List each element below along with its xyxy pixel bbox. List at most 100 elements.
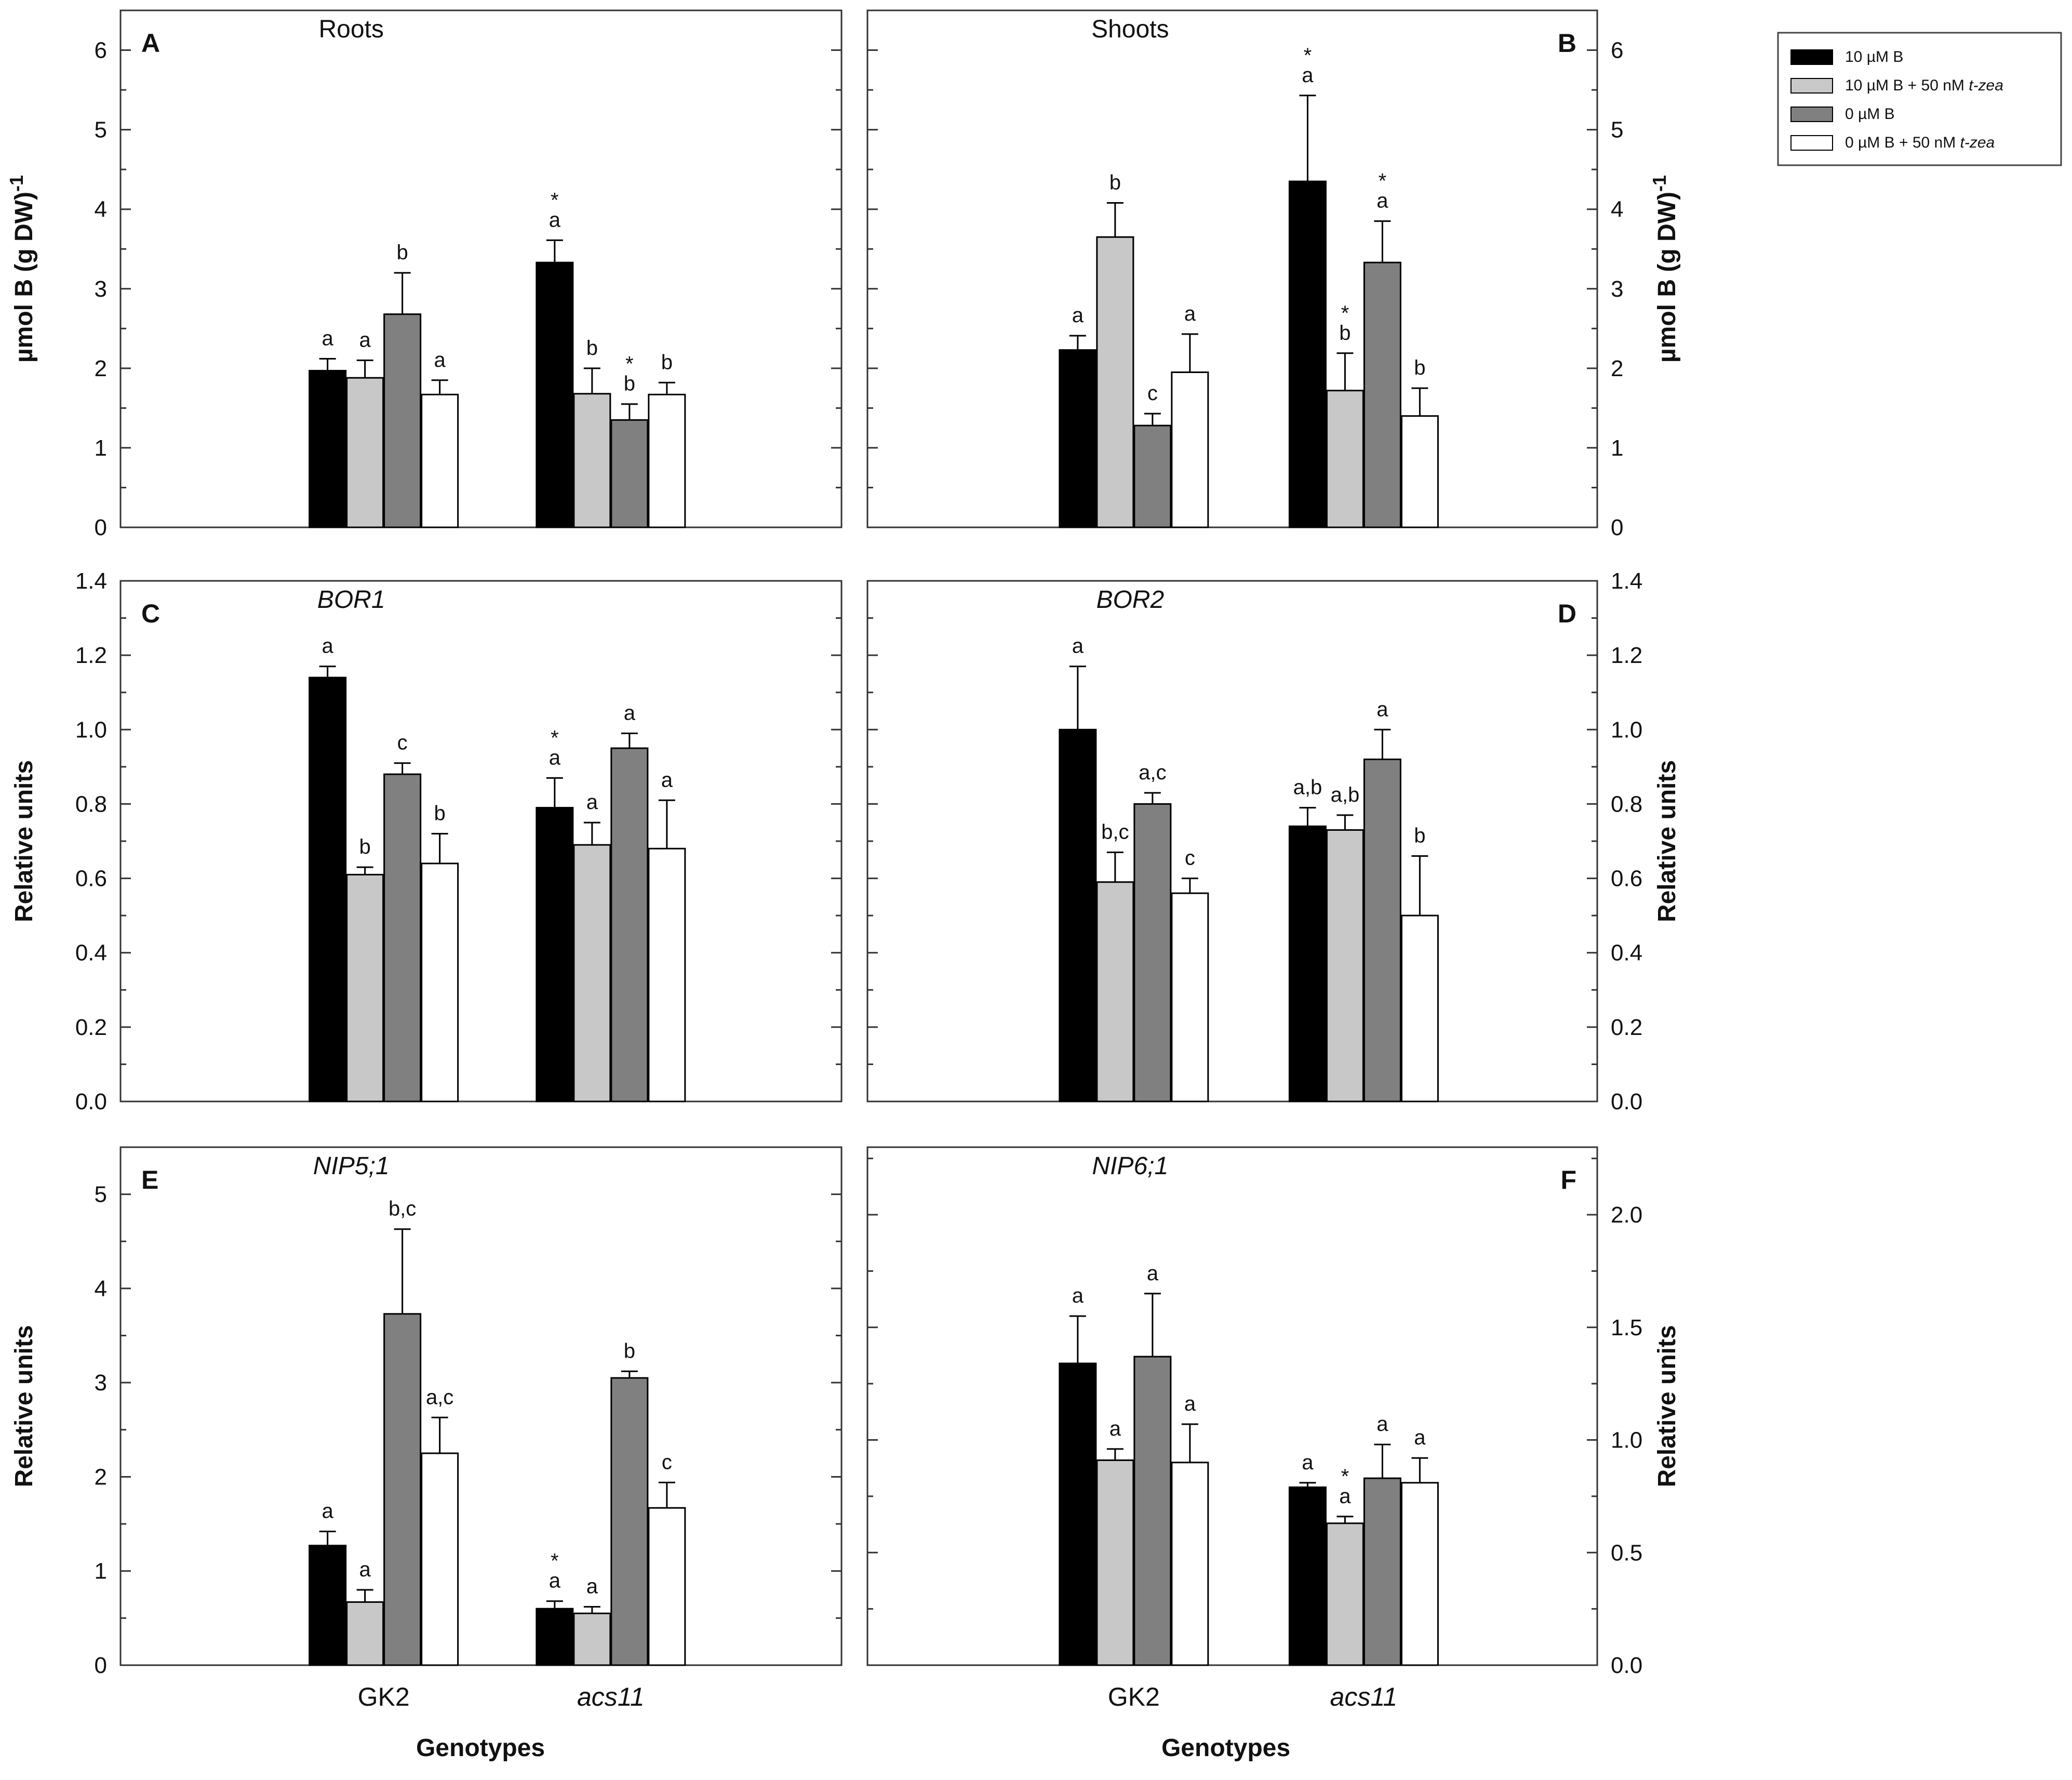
- significance-star: *: [551, 1550, 559, 1573]
- significance-label: a: [549, 208, 561, 231]
- bar-acs11-10-m-b-50-nm-t-zea: [573, 1612, 611, 1666]
- significance-star: *: [1341, 1465, 1349, 1488]
- significance-label: a: [1339, 1485, 1351, 1508]
- y-tick-label: 0.8: [1611, 791, 1642, 817]
- panel-title: BOR2: [1096, 586, 1164, 614]
- significance-label: b: [1109, 171, 1121, 194]
- significance-label: a,c: [1139, 761, 1166, 784]
- significance-label: c: [1147, 382, 1158, 405]
- y-tick-label: 5: [95, 1182, 107, 1207]
- significance-label: a: [1376, 1413, 1388, 1436]
- y-tick-label: 0: [1611, 515, 1623, 540]
- bar-acs11-10-m-b: [1288, 1486, 1327, 1666]
- significance-label: a: [322, 327, 333, 350]
- bar-gk2-0-m-b: [383, 773, 422, 1102]
- y-axis-label-text: µmol B (g DW): [10, 192, 38, 363]
- y-tick-label: 1: [95, 1559, 107, 1584]
- legend-label-0uM-B-tzea-italic: t-zea: [1960, 134, 1995, 151]
- significance-label: a: [1302, 1451, 1314, 1474]
- bar-acs11-10-m-b: [536, 1608, 574, 1666]
- y-tick-label: 0.5: [1611, 1540, 1642, 1565]
- bar-acs11-0-m-b: [610, 747, 649, 1102]
- bar-gk2-0-m-b-50-nm-t-zea: [421, 393, 459, 528]
- bar-gk2-0-m-b: [383, 1313, 422, 1666]
- bar-gk2-10-m-b: [309, 676, 347, 1102]
- bar-acs11-0-m-b-50-nm-t-zea: [648, 393, 686, 528]
- bar-gk2-10-m-b: [1059, 728, 1097, 1102]
- bar-acs11-0-m-b-50-nm-t-zea: [1400, 415, 1439, 528]
- y-axis-label: µmol B (g DW)-1: [1649, 175, 1681, 363]
- significance-label: a: [1184, 1392, 1196, 1415]
- bar-acs11-10-m-b-50-nm-t-zea: [1326, 390, 1364, 528]
- panel-letter: A: [141, 29, 160, 58]
- significance-label: a: [1414, 1426, 1426, 1449]
- significance-label: b: [624, 1339, 635, 1362]
- significance-label: a: [359, 329, 371, 352]
- bar-acs11-0-m-b: [1363, 1477, 1401, 1666]
- significance-label: a: [549, 746, 561, 769]
- y-tick-label: 0.2: [75, 1015, 107, 1040]
- y-tick-label: 1.0: [1611, 717, 1642, 742]
- bar-acs11-10-m-b: [536, 807, 574, 1102]
- bar-acs11-10-m-b-50-nm-t-zea: [573, 844, 611, 1102]
- y-tick-label: 3: [95, 276, 107, 302]
- y-tick-label: 0.2: [1611, 1015, 1642, 1040]
- panel-letter: B: [1558, 29, 1576, 58]
- x-tick-label-gk2: GK2: [1108, 1682, 1160, 1711]
- significance-star: *: [551, 726, 559, 749]
- y-tick-label: 0.4: [1611, 940, 1642, 966]
- significance-label: a: [661, 768, 673, 791]
- bar-acs11-10-m-b-50-nm-t-zea: [1326, 829, 1364, 1102]
- y-tick-label: 5: [1611, 117, 1623, 143]
- legend-label-0uM-B: 0 µM B: [1845, 105, 1895, 123]
- significance-label: a: [1184, 302, 1196, 325]
- y-tick-label: 0.0: [75, 1089, 107, 1114]
- significance-label: a: [434, 349, 446, 371]
- bar-acs11-0-m-b: [610, 1377, 649, 1666]
- x-axis-title-left: Genotypes: [416, 1734, 545, 1762]
- y-tick-label: 4: [95, 197, 107, 222]
- bar-gk2-0-m-b-50-nm-t-zea: [1171, 892, 1209, 1102]
- significance-label: a: [1072, 1284, 1084, 1307]
- y-tick-label: 0.6: [75, 866, 107, 892]
- y-axis-label: µmol B (g DW)-1: [6, 175, 38, 363]
- y-axis-label-exponent: -1: [1649, 175, 1670, 192]
- y-tick-label: 0.0: [1611, 1089, 1642, 1114]
- significance-star: *: [551, 189, 559, 211]
- y-tick-label: 1.4: [75, 568, 107, 594]
- bar-gk2-10-m-b-50-nm-t-zea: [1096, 881, 1134, 1102]
- significance-star: *: [1304, 44, 1312, 67]
- bar-acs11-0-m-b: [1363, 759, 1401, 1102]
- plot-frame: [119, 580, 843, 1102]
- legend-label-10uM-B: 10 µM B: [1845, 48, 1903, 65]
- x-tick-label-acs11: acs11: [1330, 1682, 1398, 1711]
- panel-letter: C: [141, 599, 160, 628]
- bar-gk2-0-m-b-50-nm-t-zea: [1171, 371, 1209, 528]
- significance-label: a: [1376, 190, 1388, 212]
- y-tick-label: 0.8: [75, 791, 107, 817]
- legend-swatch-0uM-B-tzea: [1790, 135, 1833, 151]
- significance-star: *: [1341, 302, 1349, 325]
- significance-label: a: [1147, 1262, 1159, 1285]
- plot-frame: [866, 580, 1598, 1102]
- significance-star: *: [1379, 170, 1387, 193]
- bar-gk2-10-m-b-50-nm-t-zea: [346, 873, 384, 1102]
- plot-frame: [119, 9, 843, 528]
- y-tick-label: 6: [95, 38, 107, 63]
- significance-label: c: [397, 732, 408, 754]
- significance-label: b,c: [1101, 820, 1129, 843]
- significance-label: a: [1376, 698, 1388, 721]
- y-tick-label: 1.4: [1611, 568, 1642, 594]
- bar-gk2-0-m-b: [1133, 424, 1172, 528]
- y-tick-label: 2: [1611, 356, 1623, 381]
- y-axis-label: Relative units: [10, 760, 38, 922]
- legend-swatch-10uM-B: [1790, 49, 1833, 65]
- bar-gk2-10-m-b: [309, 369, 347, 528]
- significance-label: a: [549, 1570, 561, 1592]
- significance-label: b: [434, 802, 445, 825]
- bar-gk2-0-m-b: [383, 313, 422, 528]
- legend-swatch-0uM-B: [1790, 107, 1833, 122]
- panel-title: NIP5;1: [313, 1152, 390, 1180]
